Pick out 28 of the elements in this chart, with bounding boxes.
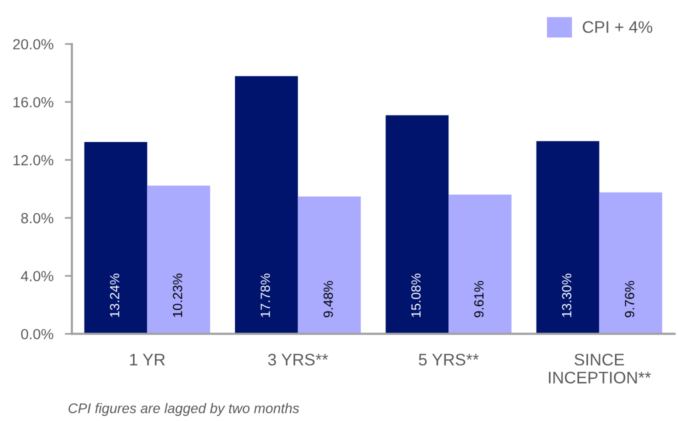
y-tick-label: 20.0% [13, 39, 54, 50]
x-tick-label: SINCE INCEPTION** [548, 354, 651, 384]
data-label: 9.61% [474, 280, 484, 318]
y-tick-label: 16.0% [14, 97, 54, 108]
legend-label: CPI + 4% [582, 21, 652, 33]
data-label: 13.30% [562, 274, 572, 317]
bar [298, 196, 361, 334]
data-label: 9.76% [624, 280, 634, 318]
x-tick-label: 5 YRS** [418, 354, 479, 366]
bar [147, 186, 210, 334]
data-label: 17.78% [260, 274, 270, 317]
data-label: 10.23% [172, 274, 182, 317]
data-label: 15.08% [411, 274, 421, 317]
data-label: 13.24% [110, 274, 120, 317]
x-tick-label: 3 YRS** [268, 354, 328, 366]
bar [234, 76, 298, 334]
y-tick-label: 12.0% [14, 155, 54, 166]
bar [599, 192, 662, 334]
data-label: 9.48% [324, 280, 333, 318]
text: CPI figures are lagged by two months [68, 403, 300, 416]
bar [448, 194, 512, 334]
bar [386, 115, 449, 334]
bar [536, 141, 600, 334]
bar [84, 142, 148, 334]
y-tick-label: 0.0% [21, 328, 54, 340]
x-tick-label: 1 YR [130, 354, 165, 366]
y-tick-label: 8.0% [21, 213, 54, 224]
y-tick-label: 4.0% [20, 270, 54, 282]
